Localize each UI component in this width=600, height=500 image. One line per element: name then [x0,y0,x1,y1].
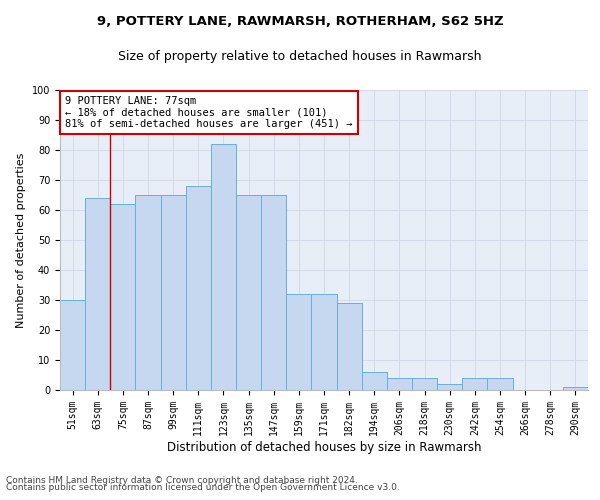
Text: Contains public sector information licensed under the Open Government Licence v3: Contains public sector information licen… [6,484,400,492]
Bar [362,372,387,390]
Bar [286,294,311,390]
Bar [387,378,412,390]
Text: Contains HM Land Registry data © Crown copyright and database right 2024.: Contains HM Land Registry data © Crown c… [6,476,358,485]
Bar [462,378,487,390]
Bar [85,198,110,390]
Bar [161,195,186,390]
X-axis label: Distribution of detached houses by size in Rawmarsh: Distribution of detached houses by size … [167,440,481,454]
Bar [186,186,211,390]
Bar [261,195,286,390]
Bar [60,300,85,390]
Text: Size of property relative to detached houses in Rawmarsh: Size of property relative to detached ho… [118,50,482,63]
Bar [487,378,512,390]
Bar [311,294,337,390]
Text: 9, POTTERY LANE, RAWMARSH, ROTHERHAM, S62 5HZ: 9, POTTERY LANE, RAWMARSH, ROTHERHAM, S6… [97,15,503,28]
Y-axis label: Number of detached properties: Number of detached properties [16,152,26,328]
Bar [110,204,136,390]
Bar [437,384,462,390]
Bar [236,195,261,390]
Text: 9 POTTERY LANE: 77sqm
← 18% of detached houses are smaller (101)
81% of semi-det: 9 POTTERY LANE: 77sqm ← 18% of detached … [65,96,353,129]
Bar [563,387,588,390]
Bar [412,378,437,390]
Bar [337,303,362,390]
Bar [211,144,236,390]
Bar [136,195,161,390]
